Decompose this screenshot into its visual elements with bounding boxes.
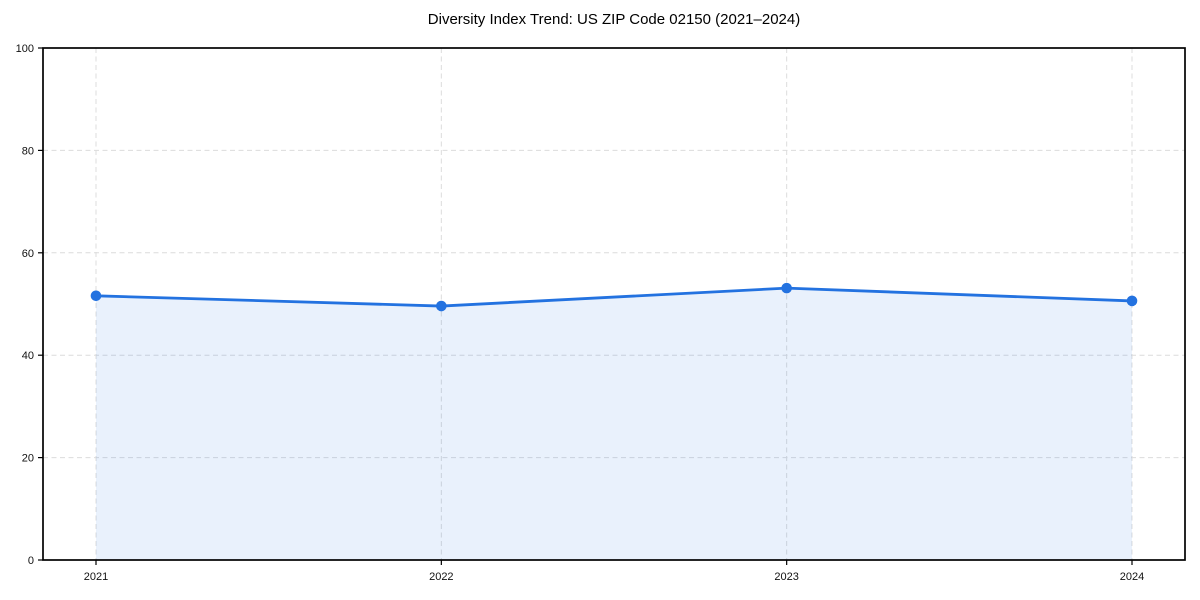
data-point-marker xyxy=(1126,295,1138,307)
chart-title: Diversity Index Trend: US ZIP Code 02150… xyxy=(427,11,801,28)
area-fill xyxy=(96,288,1132,560)
trend-line xyxy=(94,286,1134,308)
y-tick-label: 0 xyxy=(28,555,34,567)
x-tick-label: 2024 xyxy=(1120,571,1144,583)
y-tick-label: 60 xyxy=(22,248,34,260)
data-point-marker xyxy=(781,282,792,294)
y-tick-label: 40 xyxy=(22,350,34,362)
x-tick-label: 2022 xyxy=(429,571,453,583)
plot-border xyxy=(42,47,1186,561)
y-tick-label: 100 xyxy=(16,43,34,55)
data-point-marker xyxy=(90,290,102,302)
x-tick-label: 2021 xyxy=(84,571,108,583)
data-point-marker xyxy=(436,300,447,312)
y-tick-label: 20 xyxy=(22,453,34,465)
x-tick-label: 2023 xyxy=(774,571,798,583)
y-tick-label: 80 xyxy=(22,145,34,157)
